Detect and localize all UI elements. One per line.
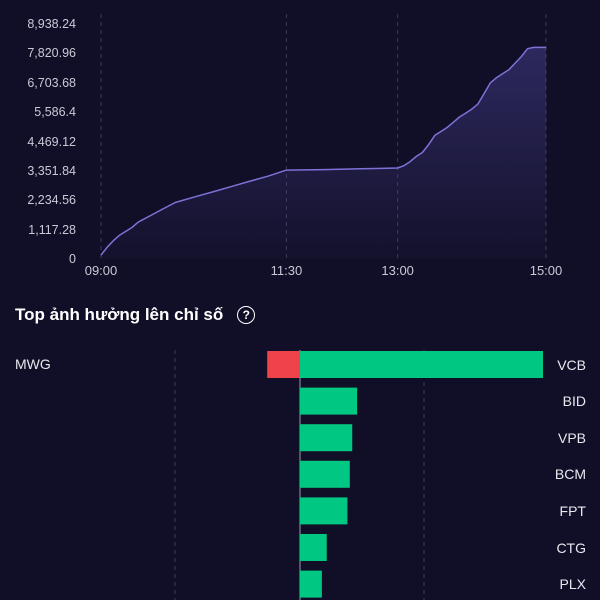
positive-stock-label[interactable]: VPB	[557, 429, 586, 446]
index-series-line	[100, 46, 546, 256]
y-tick-label: 3,351.84	[27, 163, 76, 178]
y-tick-label: 8,938.24	[27, 17, 76, 31]
x-tick-label: 15:00	[529, 263, 563, 278]
y-tick-label: 1,117.28	[28, 222, 76, 237]
index-line-svg	[100, 14, 547, 260]
y-tick-label: 7,820.96	[27, 46, 76, 61]
positive-bar-fpt	[300, 497, 348, 525]
index-line-chart: 0 1,117.28 2,234.56 3,351.84 4,469.12 5,586.4…	[0, 0, 600, 290]
positive-bar-vcb	[300, 351, 543, 378]
impact-bar-svg	[174, 350, 543, 600]
x-tick-label: 11:30	[270, 263, 303, 278]
negative-bar-mwg	[267, 351, 300, 378]
impact-section-header: Top ảnh hưởng lên chỉ số ?	[15, 302, 256, 328]
help-icon[interactable]: ?	[237, 306, 256, 324]
x-tick-label: 13:00	[381, 263, 414, 278]
positive-stock-label[interactable]: BID	[562, 393, 586, 410]
positive-bar-bid	[300, 387, 358, 415]
y-tick-label: 4,469.12	[27, 134, 76, 149]
positive-stock-label[interactable]: CTG	[556, 539, 586, 556]
x-tick-label: 09:00	[84, 263, 118, 278]
positive-stock-label[interactable]: FPT	[559, 502, 586, 519]
index-area-fill	[101, 47, 546, 260]
positive-bar-ctg	[300, 534, 327, 561]
negative-stock-label[interactable]: MWG	[15, 356, 51, 372]
y-tick-label: 6,703.68	[27, 75, 76, 90]
y-tick-label: 0	[69, 252, 76, 266]
section-title: Top ảnh hưởng lên chỉ số	[15, 305, 224, 324]
positive-stock-label[interactable]: PLX	[559, 576, 586, 593]
y-tick-label: 5,586.4	[34, 105, 76, 120]
impact-bar-chart: VCB BID VPB BCM FPT CTG PLX MWG	[0, 340, 600, 600]
positive-stock-label[interactable]: BCM	[554, 466, 586, 483]
positive-bar-plx	[300, 570, 322, 598]
positive-bar-bcm	[300, 460, 350, 488]
y-tick-label: 2,234.56	[27, 193, 76, 208]
positive-stock-label[interactable]: VCB	[557, 356, 586, 373]
positive-bar-vpb	[300, 424, 353, 452]
